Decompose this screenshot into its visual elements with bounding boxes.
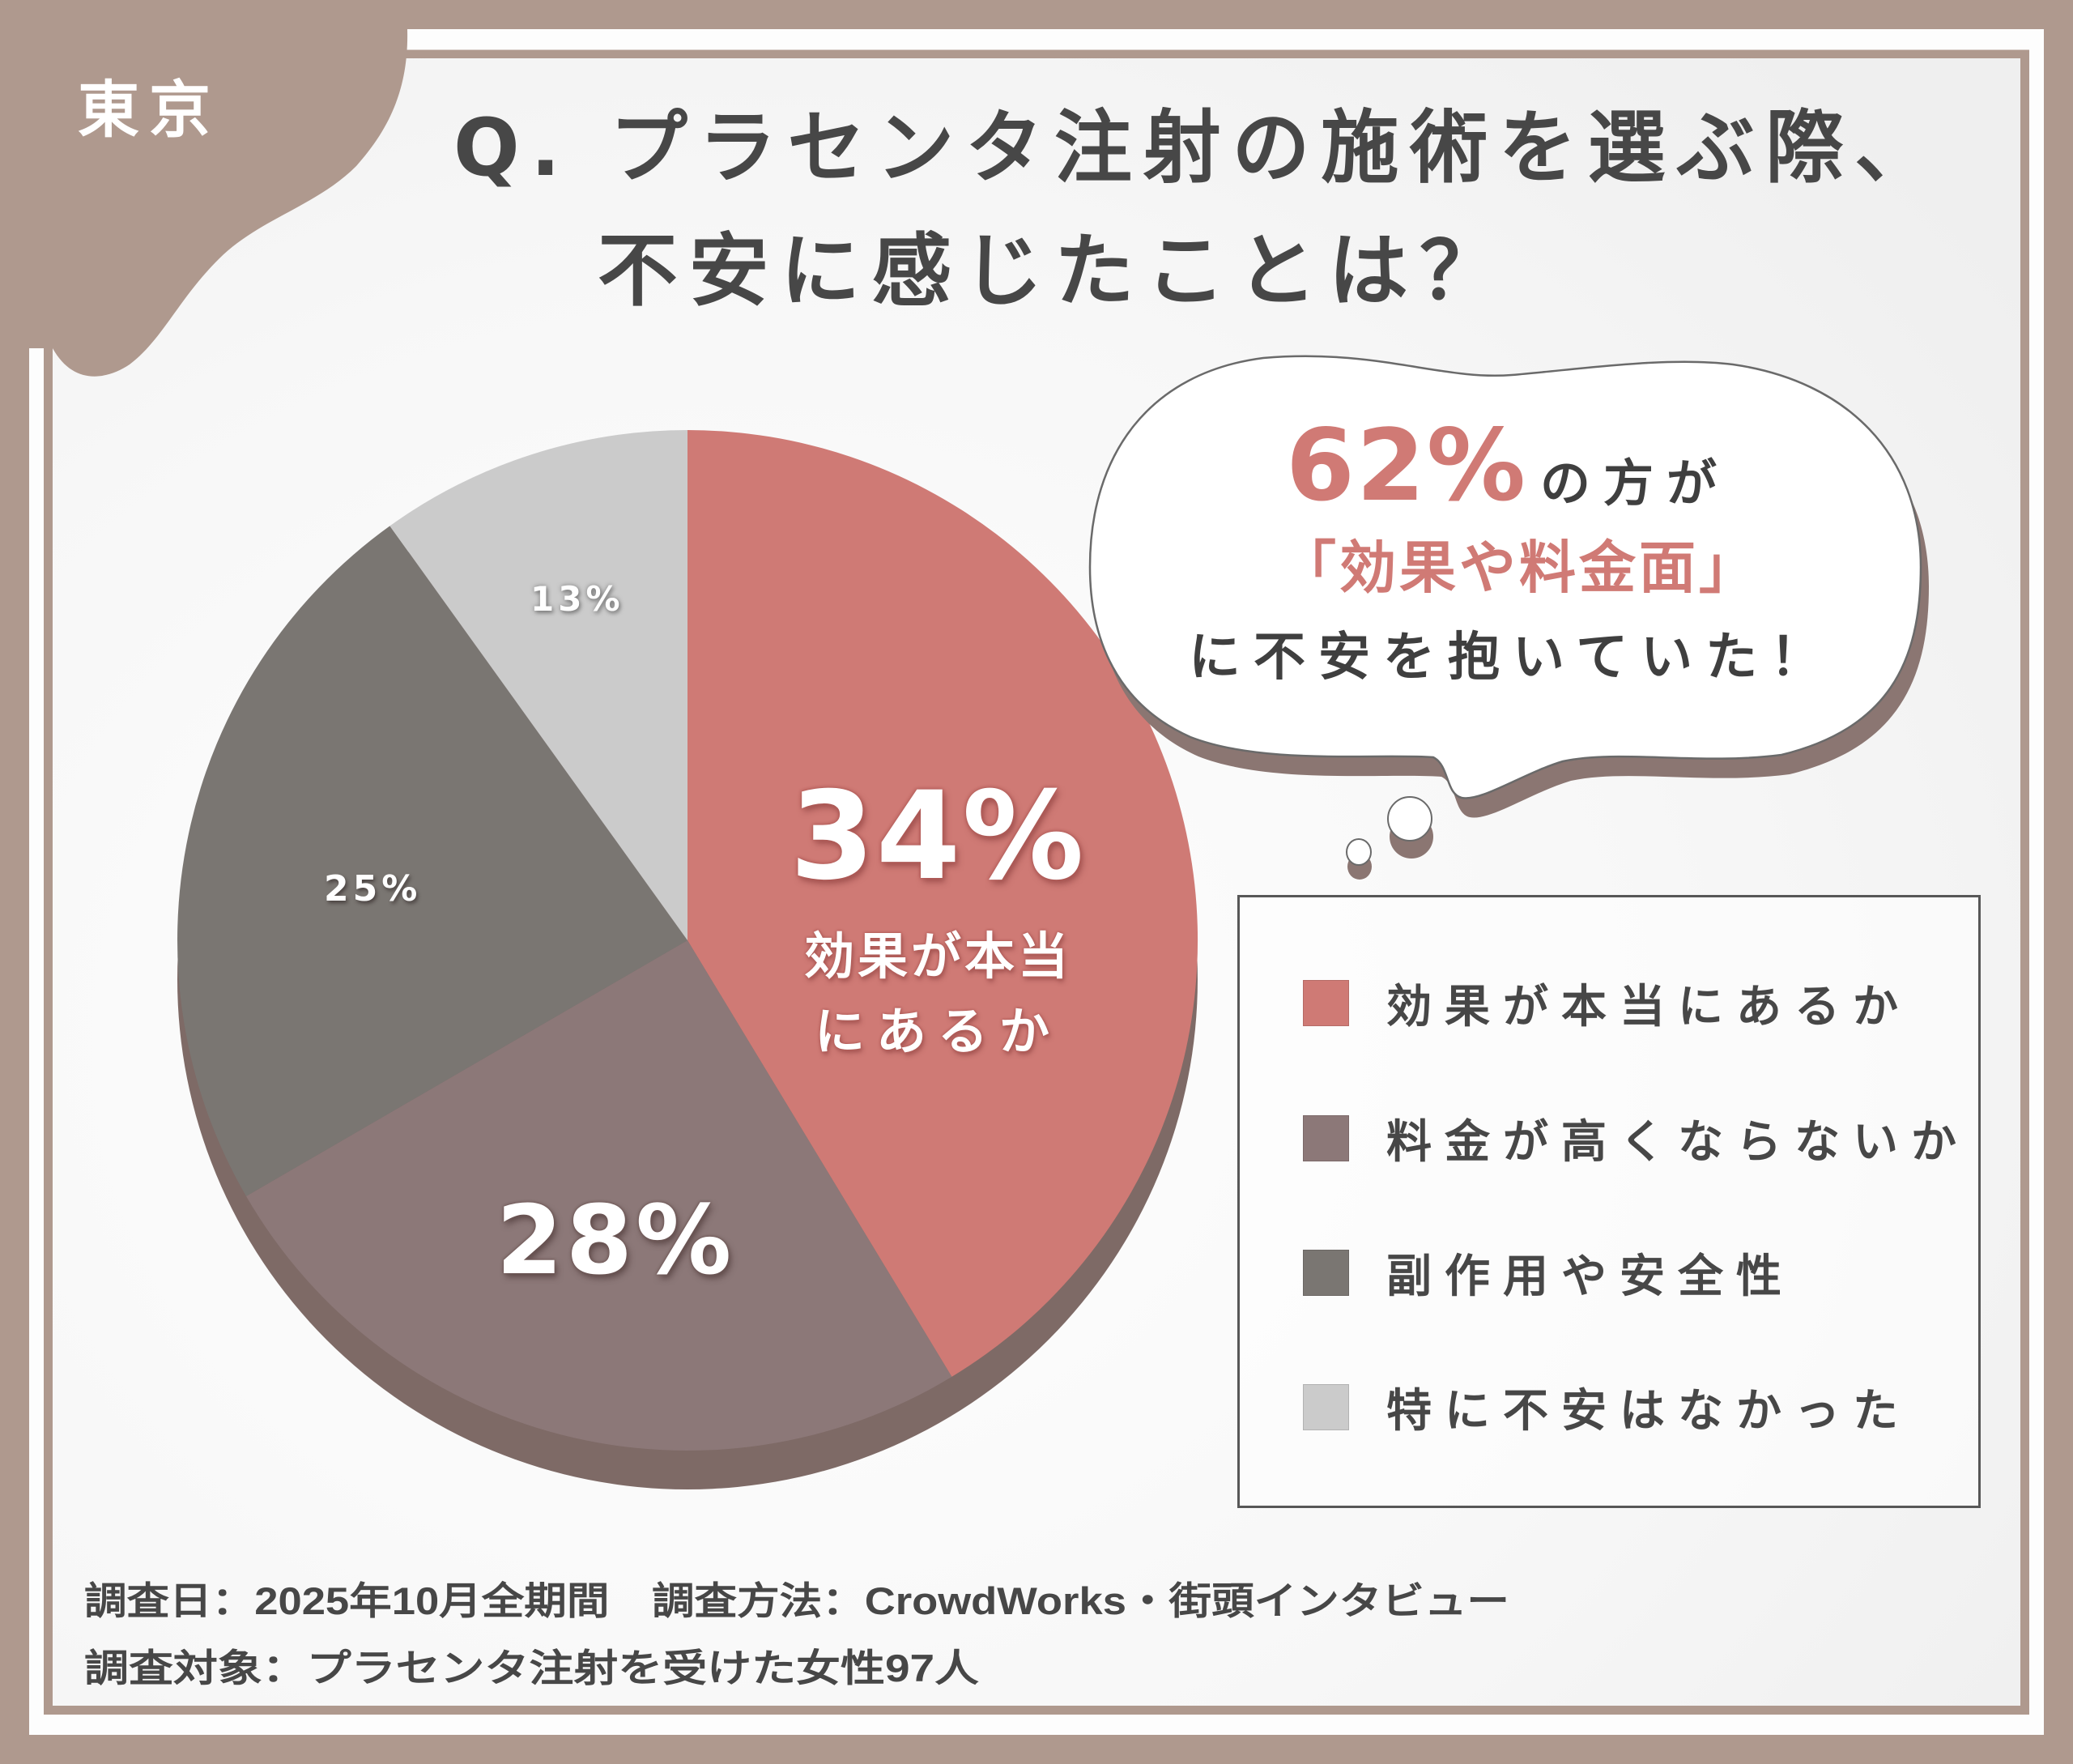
- pie-label-34-line1: 効果が本当: [803, 927, 1071, 986]
- pie-slice-safety: [177, 526, 687, 1196]
- region-tab-label: 東京: [78, 74, 220, 146]
- survey-info-line-2: 調査対象：プラセンタ注射を受けた女性97人: [84, 1647, 979, 1689]
- legend-swatch-cost: [1303, 1114, 1349, 1161]
- bubble-line2-emphasis: 「効果や料金面」: [1279, 535, 1759, 601]
- inner-border: [44, 49, 2029, 1715]
- survey-info-line-1: 調査日：2025年10月全期間 調査方法：CrowdWorks・街頭インタビュー: [84, 1579, 1509, 1622]
- pie-slice-none: [389, 430, 687, 940]
- legend-item-cost: 料金が高くならないか: [1303, 1114, 1969, 1169]
- legend-swatch-safety: [1303, 1249, 1349, 1296]
- bubble-highlight-percent: 62%: [1286, 408, 1528, 523]
- legend-label-cost: 料金が高くならないか: [1386, 1115, 1969, 1169]
- legend-label-effect: 効果が本当にあるか: [1386, 980, 1911, 1033]
- legend-label-none: 特に不安はなかった: [1386, 1384, 1911, 1438]
- pie-slice-cost: [246, 940, 952, 1451]
- pie-label-28-value: 28%: [496, 1184, 735, 1296]
- pie-label-13-value: 13%: [530, 579, 624, 619]
- page-title-line-2: 不安に感じたことは？: [598, 225, 1511, 317]
- pie-label-34-value: 34%: [790, 766, 1086, 907]
- bubble-line3: に不安を抱いていた！: [1189, 628, 1836, 688]
- legend-item-effect: 効果が本当にあるか: [1303, 978, 1911, 1033]
- legend-swatch-effect: [1303, 979, 1349, 1026]
- pie-slice-effect: [687, 430, 1198, 1377]
- legend-swatch-none: [1303, 1383, 1349, 1430]
- legend-item-none: 特に不安はなかった: [1303, 1383, 1911, 1438]
- pie-chart: [177, 430, 1198, 1489]
- chart-legend: 効果が本当にあるか 料金が高くならないか 副作用や安全性 特に不安はなかった: [1237, 895, 1981, 1508]
- legend-label-safety: 副作用や安全性: [1386, 1250, 1794, 1303]
- page-title-line-1: Q. プラセンタ注射の施術を選ぶ際、: [453, 102, 1943, 194]
- pie-label-25-value: 25%: [324, 868, 422, 910]
- pie-label-34-line2: にあるか: [814, 1002, 1061, 1061]
- bubble-line1-suffix: の方が: [1540, 454, 1730, 513]
- speech-bubble: [1088, 355, 1929, 880]
- region-tab-shape: [0, 0, 453, 377]
- legend-item-safety: 副作用や安全性: [1303, 1248, 1794, 1303]
